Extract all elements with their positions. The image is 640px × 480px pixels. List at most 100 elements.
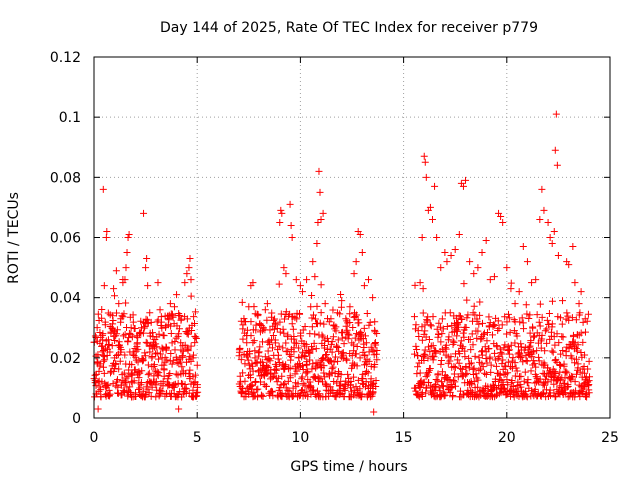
data-point xyxy=(175,325,183,333)
data-point xyxy=(96,362,104,370)
data-point xyxy=(275,280,283,288)
data-point xyxy=(436,387,444,395)
data-point xyxy=(575,300,583,308)
data-point xyxy=(247,332,255,340)
data-point xyxy=(151,378,159,386)
data-point xyxy=(486,355,494,363)
data-point xyxy=(253,386,261,394)
data-point xyxy=(127,370,135,378)
data-point xyxy=(273,378,281,386)
data-point xyxy=(167,322,175,330)
data-point xyxy=(303,360,311,368)
data-point xyxy=(472,370,480,378)
data-point xyxy=(337,303,345,311)
data-point xyxy=(523,393,531,401)
data-point xyxy=(372,341,380,349)
data-point xyxy=(110,285,118,293)
data-point xyxy=(192,335,200,343)
data-point xyxy=(321,373,329,381)
data-point xyxy=(313,302,321,310)
data-point xyxy=(189,351,197,359)
data-point xyxy=(124,338,132,346)
data-point xyxy=(453,332,461,340)
data-point xyxy=(516,318,524,326)
data-point xyxy=(474,383,482,391)
data-point xyxy=(145,369,153,377)
data-point xyxy=(126,383,134,391)
data-point xyxy=(471,352,479,360)
data-point xyxy=(517,343,525,351)
data-point xyxy=(371,318,379,326)
data-point xyxy=(483,359,491,367)
data-point xyxy=(353,362,361,370)
data-point xyxy=(516,354,524,362)
data-point xyxy=(446,376,454,384)
data-point xyxy=(435,331,443,339)
data-point xyxy=(338,297,346,305)
data-point xyxy=(167,350,175,358)
x-tick-labels: 0 5 10 15 20 25 xyxy=(90,430,619,446)
data-point xyxy=(429,313,437,321)
data-point xyxy=(478,351,486,359)
data-point xyxy=(316,188,324,196)
data-point xyxy=(191,371,199,379)
data-point xyxy=(490,273,498,281)
data-point xyxy=(243,326,251,334)
data-point xyxy=(162,344,170,352)
data-point xyxy=(266,340,274,348)
data-point xyxy=(424,354,432,362)
data-point xyxy=(458,365,466,373)
data-point xyxy=(569,373,577,381)
data-point xyxy=(186,255,194,263)
data-point xyxy=(563,309,571,317)
data-point xyxy=(113,326,121,334)
data-point xyxy=(345,331,353,339)
data-point xyxy=(94,405,102,413)
data-point xyxy=(482,371,490,379)
data-point xyxy=(370,408,378,416)
data-point xyxy=(273,362,281,370)
data-point xyxy=(459,329,467,337)
data-point xyxy=(459,343,467,351)
data-point xyxy=(503,318,511,326)
data-point xyxy=(328,348,336,356)
data-point xyxy=(286,200,294,208)
data-point xyxy=(465,354,473,362)
data-point xyxy=(146,309,154,317)
data-point xyxy=(584,365,592,373)
data-point xyxy=(94,351,102,359)
data-point xyxy=(154,279,162,287)
data-point xyxy=(346,381,354,389)
data-point xyxy=(112,267,120,275)
data-point xyxy=(474,376,482,384)
data-point xyxy=(438,330,446,338)
data-point xyxy=(326,357,334,365)
data-point xyxy=(178,363,186,371)
data-point xyxy=(136,328,144,336)
data-point xyxy=(100,357,108,365)
data-point xyxy=(506,328,514,336)
data-point xyxy=(120,310,128,318)
data-point xyxy=(266,357,274,365)
data-point xyxy=(301,323,309,331)
data-point xyxy=(144,361,152,369)
y-tick-labels: 0 0.02 0.04 0.06 0.08 0.1 0.12 xyxy=(50,50,81,427)
data-point xyxy=(284,347,292,355)
data-point xyxy=(352,350,360,358)
data-point xyxy=(568,314,576,322)
data-point xyxy=(115,300,123,308)
data-point xyxy=(470,364,478,372)
data-point xyxy=(336,389,344,397)
data-point xyxy=(561,379,569,387)
data-point xyxy=(360,282,368,290)
data-point xyxy=(276,218,284,226)
data-point xyxy=(441,249,449,257)
data-point xyxy=(372,350,380,358)
data-point xyxy=(283,333,291,341)
data-point xyxy=(332,393,340,401)
data-point xyxy=(308,365,316,373)
data-point xyxy=(319,209,327,217)
data-point xyxy=(308,323,316,331)
data-point xyxy=(571,279,579,287)
data-point xyxy=(447,384,455,392)
